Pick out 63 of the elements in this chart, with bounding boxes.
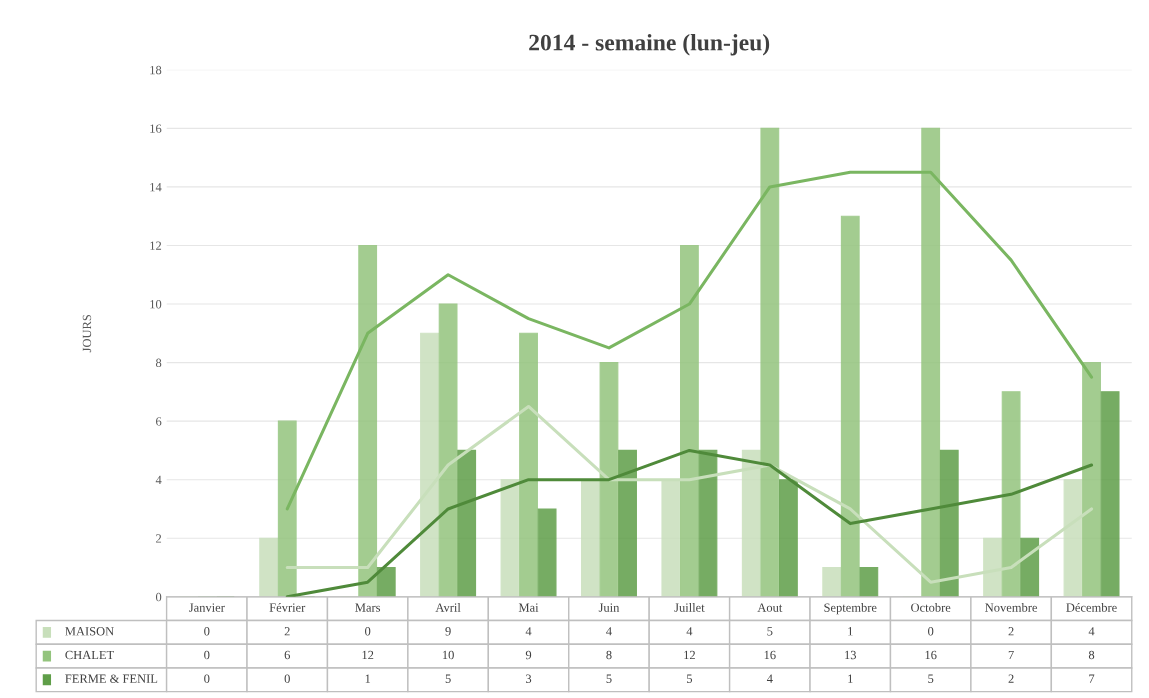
x-tick-label: Novembre (985, 602, 1038, 612)
data-label: 5 (445, 674, 451, 683)
x-tick-label: Septembre (824, 602, 877, 615)
data-label: 9 (525, 650, 532, 660)
data-label: 1 (848, 627, 853, 636)
chart-title: 2014 - semaine (lun-jeu) (529, 33, 770, 56)
data-label: 5 (767, 627, 773, 636)
legend-label: MAISON (65, 627, 114, 636)
data-label: 12 (684, 650, 695, 660)
y-tick-label: 2 (156, 534, 162, 543)
data-label: 10 (442, 650, 454, 660)
data-label: 0 (284, 674, 290, 683)
data-label: 0 (204, 627, 210, 636)
y-tick-label: 12 (150, 241, 162, 250)
x-tick-label: Janvier (189, 603, 225, 612)
data-label: 2 (284, 627, 290, 636)
data-label: 5 (606, 674, 612, 683)
x-tick-label: Février (269, 602, 306, 612)
data-label: 13 (845, 650, 857, 660)
x-tick-label: Mai (518, 603, 539, 612)
data-label: 0 (204, 674, 210, 683)
legend-label: CHALET (65, 650, 114, 660)
data-label: 2 (1008, 627, 1014, 636)
y-tick-label: 18 (150, 65, 162, 75)
data-label: 8 (606, 650, 612, 660)
y-tick-label: 0 (155, 592, 162, 602)
data-label: 4 (766, 674, 773, 683)
data-label: 0 (928, 627, 934, 636)
x-tick-label: Avril (435, 602, 461, 612)
x-tick-label: Juillet (674, 602, 705, 612)
data-label: 4 (606, 627, 612, 636)
data-label: 7 (1089, 674, 1095, 683)
x-tick-label: Juin (598, 603, 620, 612)
data-label: 8 (1088, 650, 1095, 660)
data-label: 16 (764, 650, 776, 660)
data-label: 5 (928, 674, 934, 683)
data-label: 2 (1008, 674, 1014, 683)
y-tick-label: 4 (155, 475, 162, 485)
data-label: 4 (525, 627, 532, 636)
y-tick-label: 14 (150, 182, 162, 192)
x-tick-label: Octobre (911, 602, 951, 612)
x-tick-label: Décembre (1066, 602, 1117, 612)
data-label: 1 (848, 674, 853, 683)
y-axis-title: JOURS (82, 314, 92, 353)
x-tick-label: Aout (757, 603, 783, 612)
data-label: 4 (686, 627, 693, 636)
data-label: 4 (1088, 627, 1095, 636)
x-tick-label: Mars (355, 603, 381, 612)
data-label: 9 (445, 627, 451, 636)
data-label: 5 (687, 674, 693, 683)
data-label: 7 (1008, 650, 1014, 660)
data-label: 0 (365, 627, 371, 636)
y-tick-label: 6 (156, 417, 162, 426)
y-tick-label: 8 (155, 358, 162, 368)
data-label: 0 (204, 650, 210, 660)
y-tick-label: 10 (150, 300, 162, 309)
legend-label: FERME & FENIL (65, 674, 158, 683)
data-label: 12 (362, 650, 374, 660)
data-label: 6 (284, 650, 290, 660)
data-label: 1 (365, 674, 371, 683)
data-label: 16 (925, 650, 937, 660)
data-label: 3 (526, 674, 532, 683)
y-tick-label: 16 (150, 124, 162, 133)
